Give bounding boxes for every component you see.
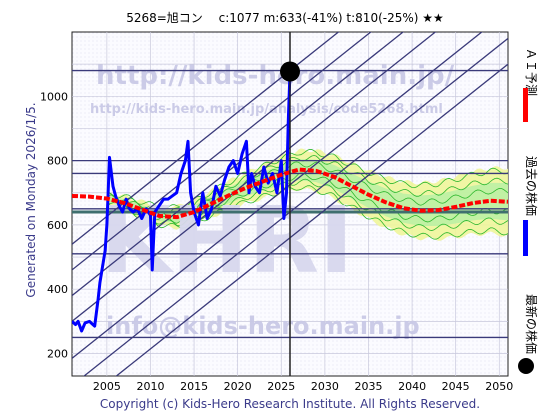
legend-swatch-ai xyxy=(523,88,528,122)
x-tick-label: 2010 xyxy=(136,380,164,393)
x-tick-label: 2035 xyxy=(354,380,382,393)
x-tick-label: 2045 xyxy=(442,380,470,393)
forecast-band-line xyxy=(106,178,508,231)
legend-label-ai: ＡＩ予測 xyxy=(524,48,538,96)
y-tick-label: 600 xyxy=(47,219,68,232)
chart-title: 5268=旭コン c:1077 m:633(-41%) t:810(-25%) … xyxy=(126,11,444,25)
x-tick-label: 2020 xyxy=(224,380,252,393)
watermark-logo: KHRI xyxy=(100,187,353,294)
legend-swatch-past xyxy=(523,220,528,256)
x-tick-label: 2050 xyxy=(485,380,513,393)
watermark-email: info@kids-hero.main.jp xyxy=(106,312,420,340)
legend-label-latest: 最新の株価 xyxy=(524,294,539,354)
y-tick-label: 1000 xyxy=(40,90,68,103)
forecast-band-line xyxy=(106,185,508,240)
copyright-footer: Copyright (c) Kids-Hero Research Institu… xyxy=(100,397,480,411)
generated-label: Generated on Monday 2026/1/5. xyxy=(24,102,38,297)
x-tick-label: 2025 xyxy=(267,380,295,393)
latest-marker-layer xyxy=(280,32,300,376)
watermark-url-large: http://kids-hero.main.jp/ xyxy=(96,61,455,91)
x-tick-label: 2030 xyxy=(311,380,339,393)
watermark-url-small: http://kids-hero.main.jp/analysis/code52… xyxy=(90,102,443,117)
y-tick-label: 400 xyxy=(47,283,68,296)
x-tick-label: 2005 xyxy=(93,380,121,393)
legend-label-past: 過去の株価 xyxy=(524,156,539,216)
x-tick-label: 2040 xyxy=(398,380,426,393)
y-tick-label: 200 xyxy=(47,347,68,360)
latest-price-marker xyxy=(280,61,300,82)
y-axis: 200 400 600 800 1000 xyxy=(40,90,68,360)
x-tick-label: 2015 xyxy=(180,380,208,393)
forecast-band-line xyxy=(106,172,508,224)
y-tick-label: 800 xyxy=(47,155,68,168)
watermark-group: KHRI http://kids-hero.main.jp/ http://ki… xyxy=(90,61,455,340)
x-axis: 2005 2010 2015 2020 2025 2030 2035 2040 2045 2050 xyxy=(93,380,513,393)
plot-content: KHRI http://kids-hero.main.jp/ http://ki… xyxy=(72,32,508,376)
forecast-band-line xyxy=(106,149,508,211)
legend-swatch-latest xyxy=(518,358,534,374)
